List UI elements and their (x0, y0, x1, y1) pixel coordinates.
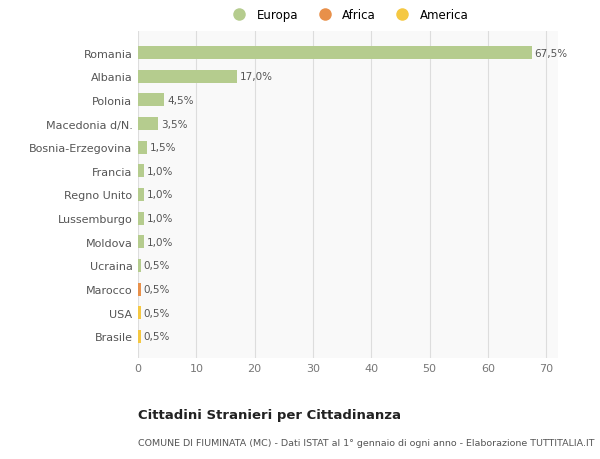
Text: 0,5%: 0,5% (144, 332, 170, 341)
Bar (138, 165, 144, 178)
Bar (138, 189, 144, 202)
Text: 1,0%: 1,0% (147, 237, 173, 247)
Text: 67,5%: 67,5% (535, 49, 568, 58)
Bar (138, 236, 144, 249)
Text: COMUNE DI FIUMINATA (MC) - Dati ISTAT al 1° gennaio di ogni anno - Elaborazione : COMUNE DI FIUMINATA (MC) - Dati ISTAT al… (138, 438, 595, 448)
Text: 0,5%: 0,5% (144, 308, 170, 318)
Bar (138, 283, 141, 296)
Bar (138, 259, 141, 272)
Legend: Europa, Africa, America: Europa, Africa, America (227, 9, 469, 22)
Bar (138, 330, 141, 343)
Text: 17,0%: 17,0% (240, 72, 273, 82)
Text: 1,0%: 1,0% (147, 214, 173, 224)
Text: Cittadini Stranieri per Cittadinanza: Cittadini Stranieri per Cittadinanza (138, 409, 401, 421)
Bar (138, 47, 532, 60)
Text: 3,5%: 3,5% (161, 119, 188, 129)
Bar (138, 141, 147, 154)
Bar (138, 94, 164, 107)
Text: 4,5%: 4,5% (167, 95, 194, 106)
Text: 0,5%: 0,5% (144, 285, 170, 295)
Bar (138, 307, 141, 319)
Bar (138, 118, 158, 131)
Bar (138, 212, 144, 225)
Text: 0,5%: 0,5% (144, 261, 170, 271)
Text: 1,5%: 1,5% (149, 143, 176, 153)
Text: 1,0%: 1,0% (147, 190, 173, 200)
Bar (138, 71, 237, 84)
Text: 1,0%: 1,0% (147, 167, 173, 176)
